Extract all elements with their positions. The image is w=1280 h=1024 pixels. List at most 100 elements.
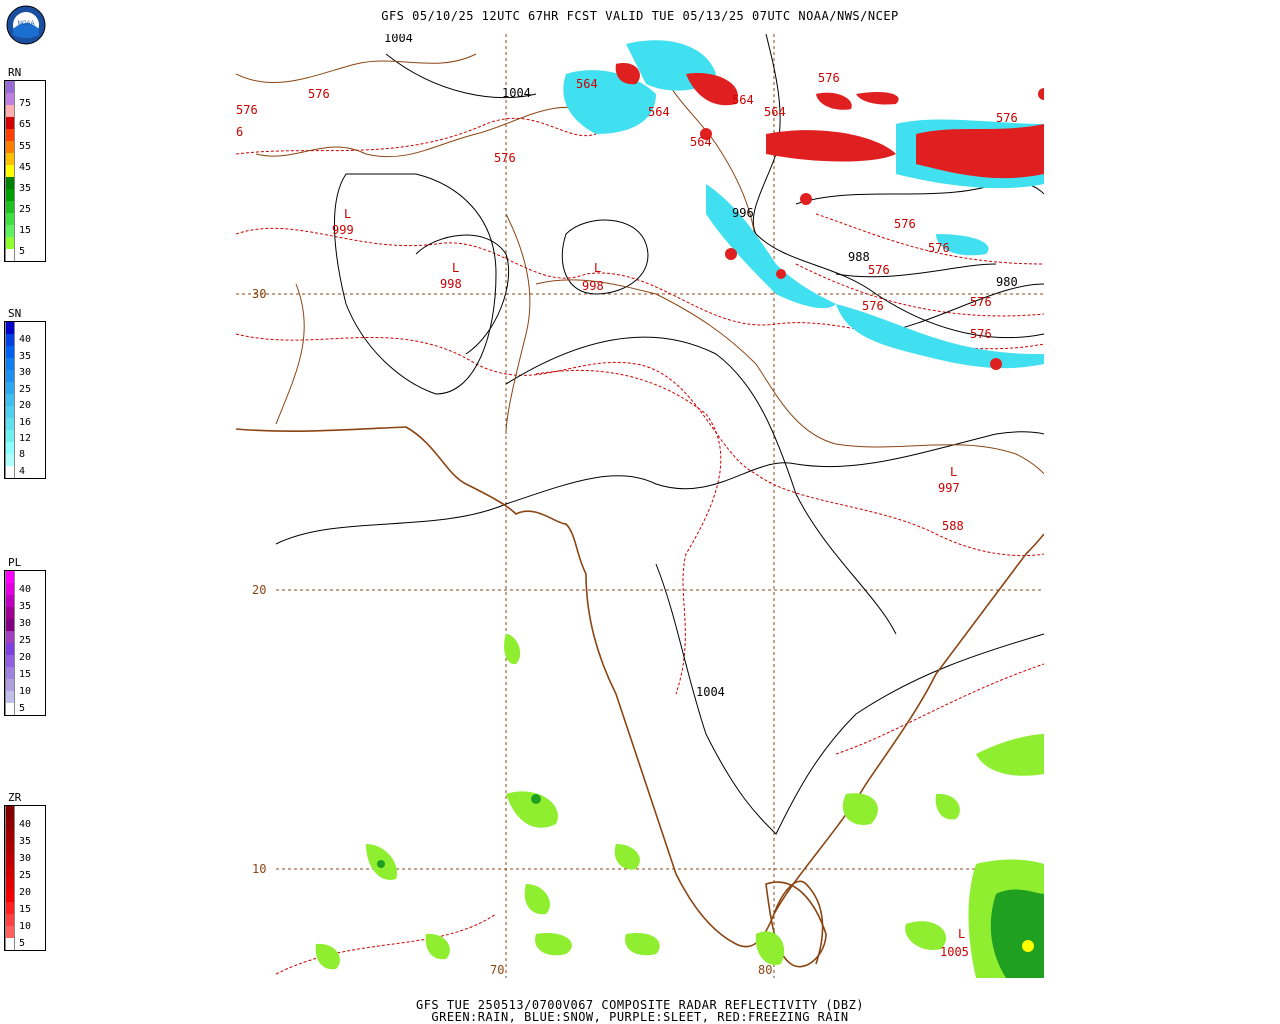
legend-swatch: [5, 595, 15, 607]
footer-legend-note: GREEN:RAIN, BLUE:SNOW, PURPLE:SLEET, RED…: [431, 1010, 849, 1024]
legend-tick-label: 40: [19, 334, 32, 346]
legend-swatch: [5, 237, 15, 249]
legend-title: PL: [8, 556, 22, 569]
legend-tick-label: 10: [19, 685, 32, 697]
legend-swatch: [5, 105, 15, 117]
legend-swatch: [5, 571, 15, 583]
legend-swatch: [5, 830, 15, 842]
legend-tick-label: 40: [19, 818, 32, 830]
legend-swatch: [5, 418, 15, 430]
legend-swatch: [5, 382, 15, 394]
legend-swatch: [5, 394, 15, 406]
footer-title: GFS TUE 250513/0700V067 COMPOSITE RADAR …: [415, 998, 865, 1012]
thickness-label: 564: [764, 105, 786, 119]
legend-swatch: [5, 466, 15, 478]
legend-swatch: [5, 165, 15, 177]
legend-tick-label: 25: [19, 634, 32, 646]
legend-title: RN: [8, 66, 22, 79]
legend-swatch: [5, 631, 15, 643]
legend-tick-label: 20: [19, 651, 32, 663]
legend-swatch: [5, 358, 15, 370]
legend-swatch: [5, 189, 15, 201]
low-symbol: L: [958, 927, 965, 941]
legend-tick-label: 15: [19, 903, 32, 915]
legend-swatch: [5, 322, 15, 334]
chart-title: GFS 05/10/25 12UTC 67HR FCST VALID TUE 0…: [381, 9, 899, 23]
logo-text: NOAA: [17, 21, 34, 27]
low-symbol: L: [344, 207, 351, 221]
legend-swatch: [5, 643, 15, 655]
legend-tick-label: 35: [19, 350, 32, 362]
legend-swatch: [5, 249, 15, 261]
legend-swatch: [5, 938, 15, 950]
legend-swatch: [5, 334, 15, 346]
legend-swatch: [5, 866, 15, 878]
legend-swatch: [5, 842, 15, 854]
legend-tick-label: 35: [19, 835, 32, 847]
legend-swatch: [5, 129, 15, 141]
isobar-label: 988: [848, 250, 870, 264]
thickness-label: 576: [494, 151, 516, 165]
rain-legend: RN 75 65 55 45 35 25 15 5: [4, 66, 46, 262]
legend-swatch: [5, 679, 15, 691]
legend-swatch: [5, 454, 15, 466]
low-center: L 1005: [940, 927, 969, 959]
freezing-rain-areas: [615, 63, 1044, 370]
legend-swatch: [5, 213, 15, 225]
legend-tick-label: 40: [19, 583, 32, 595]
legend-tick-label: 20: [19, 886, 32, 898]
thickness-label: 576: [862, 299, 884, 313]
legend-swatch: [5, 691, 15, 703]
legend-swatch: [5, 703, 15, 715]
map-svg: 30 20 10 70 80: [236, 34, 1044, 978]
thickness-label: 576: [236, 103, 258, 117]
legend-tick-label: 20: [19, 400, 32, 412]
legend-tick-label: 25: [19, 204, 32, 216]
legend-swatch: [5, 607, 15, 619]
lon-label-70: 70: [490, 963, 504, 977]
rain-areas: [315, 634, 1044, 978]
legend-tick-label: 55: [19, 140, 32, 152]
isobars: [275, 34, 1044, 835]
legend-tick-label: 65: [19, 119, 32, 131]
lon-label-80: 80: [758, 963, 772, 977]
low-center: L 998: [440, 261, 462, 291]
legend-swatch: [5, 583, 15, 595]
legend-tick-label: 45: [19, 161, 32, 173]
legend-swatch: [5, 854, 15, 866]
legend-swatch: [5, 177, 15, 189]
legend-title: ZR: [8, 791, 22, 804]
legend-swatch: [5, 667, 15, 679]
legend-swatch: [5, 346, 15, 358]
legend-tick-label: 30: [19, 852, 32, 864]
legend-tick-label: 35: [19, 182, 32, 194]
thickness-label: 588: [942, 519, 964, 533]
thickness-label: 576: [308, 87, 330, 101]
thickness-label: 576: [970, 295, 992, 309]
legend-swatch: [5, 141, 15, 153]
freezing-rain-legend: ZR 40 35 30 25 20 15 10 5: [4, 791, 46, 951]
low-value: 999: [332, 223, 354, 237]
legend-tick-label: 30: [19, 617, 32, 629]
thickness-label: 576: [894, 217, 916, 231]
legend-swatch: [5, 81, 15, 93]
legend-tick-label: 16: [19, 416, 32, 428]
legend-tick-label: 4: [19, 465, 26, 477]
noaa-logo: NOAA: [6, 5, 46, 45]
legend-swatch: [5, 914, 15, 926]
low-center: L 997: [938, 465, 960, 495]
legend-swatch: [5, 406, 15, 418]
legend-tick-label: 35: [19, 600, 32, 612]
legend-swatch: [5, 818, 15, 830]
legend-swatch: [5, 806, 15, 818]
thickness-label: 576: [996, 111, 1018, 125]
thickness-label: 564: [690, 135, 712, 149]
legend-swatch: [5, 153, 15, 165]
legend-swatch: [5, 926, 15, 938]
isobar-label: 1004: [696, 685, 725, 699]
rain-peak-areas: [1022, 940, 1034, 952]
legend-swatch: [5, 430, 15, 442]
legend-swatch: [5, 902, 15, 914]
legend-swatch: [5, 878, 15, 890]
legend-swatch: [5, 655, 15, 667]
